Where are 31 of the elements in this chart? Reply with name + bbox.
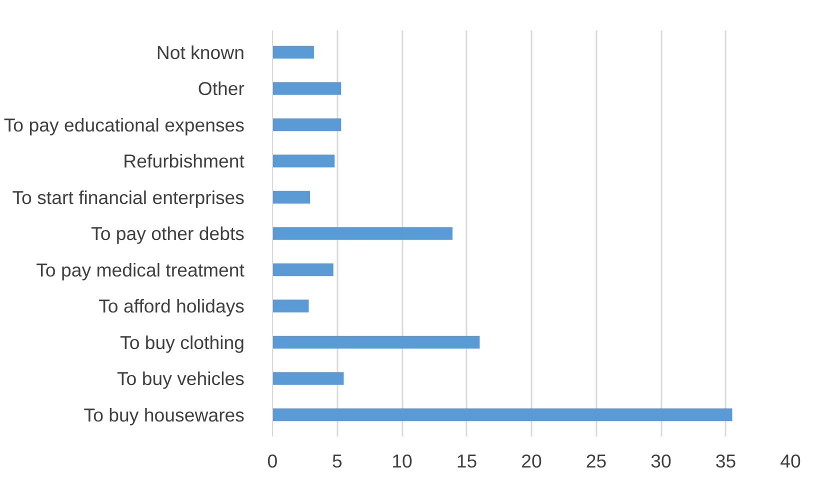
y-tick-label: To buy vehicles bbox=[116, 368, 245, 389]
bar bbox=[272, 118, 342, 132]
x-tick-label: 15 bbox=[456, 450, 478, 472]
y-tick-label: To buy housewares bbox=[84, 404, 245, 426]
y-tick-label: To start financial enterprises bbox=[12, 186, 245, 208]
x-tick-label: 40 bbox=[780, 450, 801, 472]
y-tick-label: Refurbishment bbox=[123, 150, 246, 172]
bar bbox=[272, 227, 453, 240]
y-tick-label: To buy clothing bbox=[120, 332, 245, 353]
x-tick-label: 0 bbox=[267, 450, 278, 472]
bar bbox=[272, 154, 335, 168]
y-tick-label: Other bbox=[198, 78, 245, 99]
bar bbox=[272, 82, 342, 95]
bar bbox=[272, 300, 309, 312]
y-tick-label: To afford holidays bbox=[98, 296, 245, 316]
bar bbox=[272, 190, 310, 204]
x-tick-label: 20 bbox=[521, 450, 542, 472]
x-tick-label: 35 bbox=[715, 450, 736, 472]
x-tick-label: 10 bbox=[392, 450, 412, 472]
x-tick-label: 25 bbox=[586, 450, 607, 472]
y-tick-label: To pay other debts bbox=[91, 223, 245, 244]
bar bbox=[272, 336, 480, 349]
bar bbox=[272, 372, 344, 385]
x-tick-label: 5 bbox=[332, 450, 342, 472]
y-tick-label: Not known bbox=[156, 42, 245, 63]
x-tick-label: 30 bbox=[650, 450, 672, 472]
bar bbox=[272, 46, 314, 59]
y-tick-label: To pay educational expenses bbox=[4, 114, 245, 136]
y-tick-label: To pay medical treatment bbox=[36, 259, 246, 280]
bar bbox=[272, 263, 334, 276]
bar bbox=[272, 408, 732, 422]
